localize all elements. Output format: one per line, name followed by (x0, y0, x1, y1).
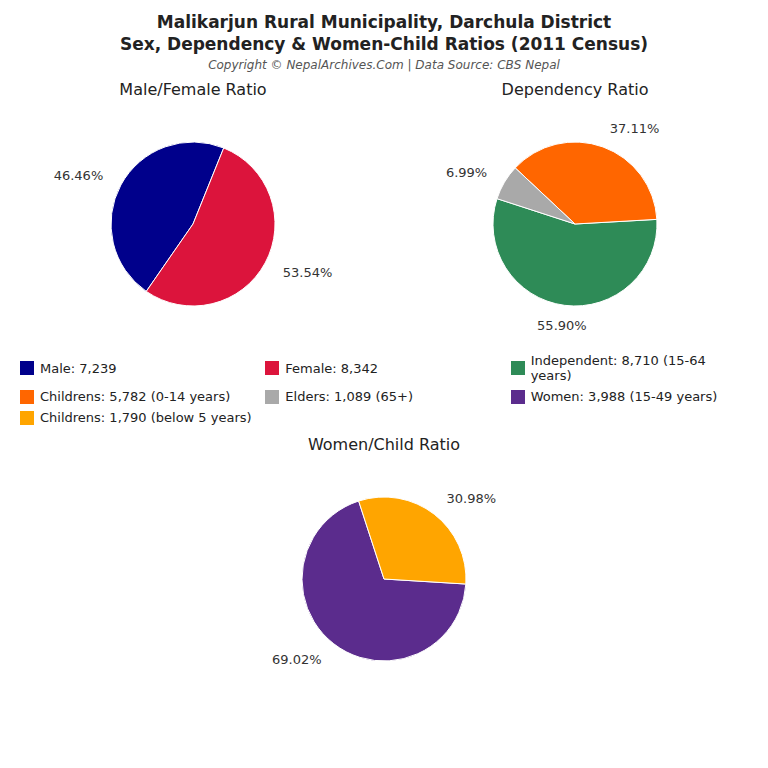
html-text:Malikarjun Rural Municipality,: Malikarjun Rural Municipality, Darchula … (156, 12, 612, 32)
html-text:Sex, Dependency & Women-Child: Sex, Dependency & Women-Child Ratios (20… (119, 34, 649, 54)
svg-text:69.02%: 69.02% (272, 652, 322, 667)
svg-text:55.90%: 55.90% (537, 318, 587, 333)
html-text:Dependency Ratio: Dependency Ratio (501, 80, 649, 99)
html-text:Childrens: 5,782 (0-14 years): Childrens: 5,782 (0-14 years) (40, 389, 231, 404)
html-text:Independent: 8,710 (15-64 year: Independent: 8,710 (15-64 years) (530, 353, 706, 383)
html-text:Female: 8,342: Female: 8,342 (285, 360, 379, 376)
html-text:Male/Female Ratio: Male/Female Ratio (119, 80, 267, 99)
svg-text:53.54%: 53.54% (283, 265, 333, 280)
svg-text:37.11%: 37.11% (610, 121, 660, 136)
html-text:Childrens: 1,790 (below 5 year: Childrens: 1,790 (below 5 years) (40, 410, 252, 425)
html-text:Elders: 1,089 (65+): Elders: 1,089 (65+) (285, 389, 413, 404)
html-text:Women: 3,988 (15-49 years): Women: 3,988 (15-49 years) (530, 389, 718, 404)
svg-text:6.99%: 6.99% (446, 165, 487, 180)
svg-text:30.98%: 30.98% (446, 491, 496, 506)
svg-text:46.46%: 46.46% (54, 168, 104, 183)
html-text:Copyright © NepalArchives.Com: Copyright © NepalArchives.Com | Data Sou… (208, 58, 560, 72)
html-text:Women/Child Ratio: Women/Child Ratio (307, 435, 461, 454)
html-text:Male: 7,239: Male: 7,239 (40, 360, 117, 376)
